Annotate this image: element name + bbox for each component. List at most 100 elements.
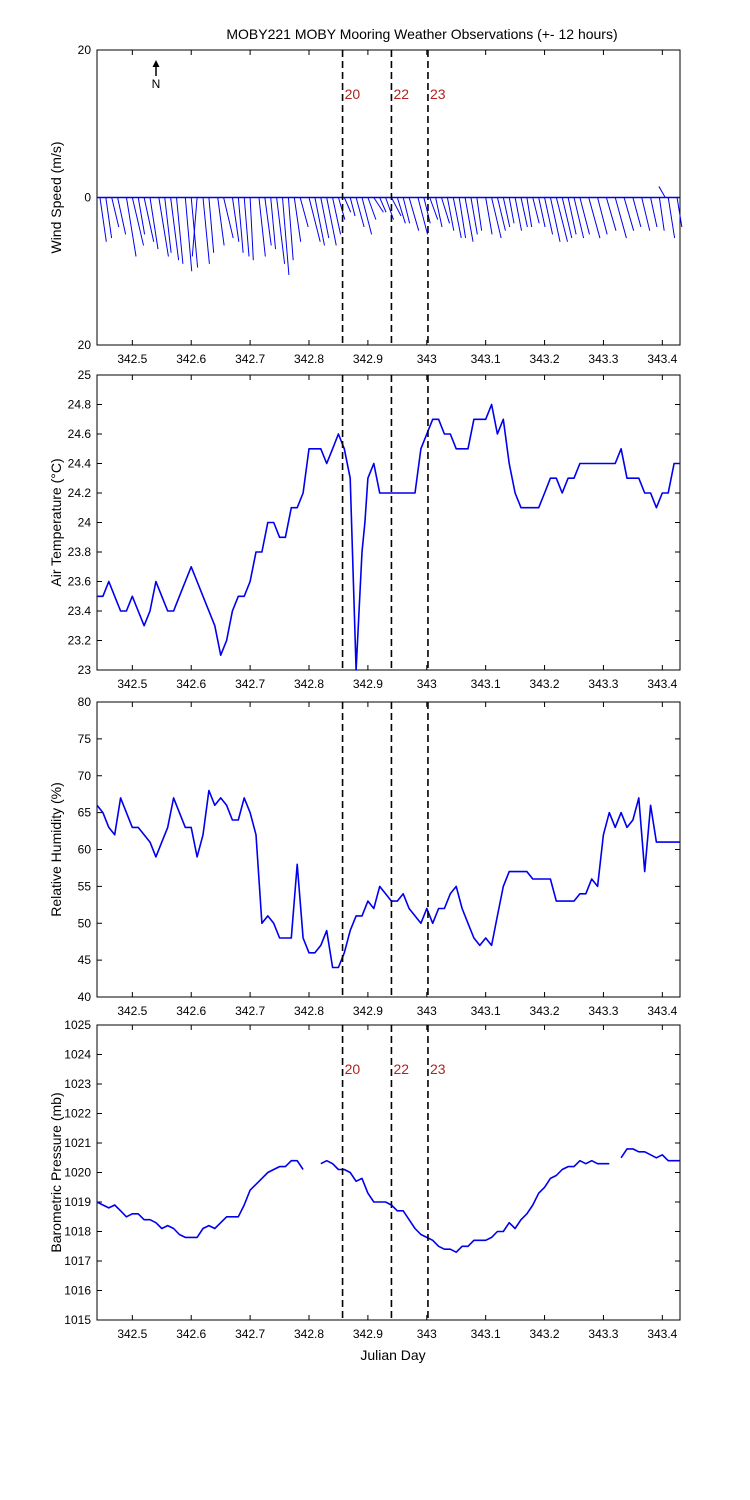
x-tick-label: 342.9 [353,1004,383,1018]
x-tick-label: 343.2 [530,677,560,691]
y-tick-label: 1016 [64,1284,91,1298]
x-tick-label: 342.9 [353,677,383,691]
wind-vector [614,197,627,239]
wind-vector [249,197,254,261]
y-tick-label: 1023 [64,1077,91,1091]
wind-vector [458,197,467,239]
x-tick-label: 343.1 [471,1004,501,1018]
wind-vector [561,197,573,239]
x-tick-label: 342.9 [353,352,383,366]
y-tick-label: 40 [78,990,92,1004]
y-tick-label: 23 [78,663,92,677]
x-tick-label: 343.2 [530,352,560,366]
y-tick-label: 1025 [64,1018,91,1032]
wind-vector [184,197,193,272]
wind-vector [435,197,443,228]
y-tick-label: 1017 [64,1254,91,1268]
event-marker-label: 20 [345,1061,361,1077]
wind-vector [125,197,137,257]
y-tick-label: 20 [78,338,92,352]
wind-vector [237,197,244,253]
wind-vector [99,197,107,242]
wind-vector [452,197,462,239]
x-tick-label: 343.4 [647,1004,677,1018]
wind-vector [149,197,159,250]
wind-vector [538,197,546,228]
wind-vector [385,197,395,220]
y-axis-label: Air Temperature (°C) [48,458,64,586]
y-tick-label: 24.6 [68,427,92,441]
north-arrow-icon [152,60,160,67]
wind-vector [544,197,554,235]
wind-vector [349,197,356,217]
event-marker-label: 23 [430,86,446,102]
x-tick-label: 342.6 [176,677,206,691]
y-tick-label: 1024 [64,1048,91,1062]
data-series-line [96,1159,304,1239]
plot-frame [96,374,681,671]
x-tick-label: 343.3 [588,352,618,366]
wind-vector [658,197,665,231]
y-axis-label: Relative Humidity (%) [48,782,64,917]
wind-vector [532,197,540,224]
x-tick-label: 343 [417,1004,437,1018]
y-tick-label: 23.6 [68,575,92,589]
y-tick-label: 20 [78,43,92,57]
wind-vector [464,197,474,242]
wind-vector [491,197,502,239]
x-tick-label: 343.4 [647,352,677,366]
wind-vector [650,197,658,228]
wind-vector [379,197,387,213]
wind-vector [105,197,113,239]
wind-vector [520,197,528,228]
wind-vector [632,197,642,228]
wind-vector [588,197,601,239]
wind-vector [396,197,406,224]
wind-vector [417,197,429,235]
data-series-line [97,403,680,671]
wind-vector [343,197,352,213]
x-tick-label: 342.5 [117,1327,147,1341]
y-tick-label: 70 [78,769,92,783]
y-tick-label: 1019 [64,1195,91,1209]
x-tick-label: 343.1 [471,677,501,691]
y-tick-label: 60 [78,843,92,857]
x-tick-label: 343.3 [588,677,618,691]
wind-vector [320,197,330,239]
x-tick-label: 342.5 [117,352,147,366]
event-marker-label: 20 [345,86,361,102]
wind-vector [287,197,294,261]
wind-vector [441,197,450,224]
chart-panel-3: 342.5 342.6 342.7 342.8 342.9 343 343.1 343.2 34… [48,695,681,1018]
wind-vector [164,197,172,253]
wind-vector [402,197,411,224]
event-marker-label: 22 [393,86,409,102]
event-marker-label: 22 [393,1061,409,1077]
y-tick-label: 1018 [64,1225,91,1239]
y-tick-label: 80 [78,695,92,709]
data-series-line [620,1148,680,1162]
wind-vector [111,197,120,228]
chart-panel-2: 342.5 342.6 342.7 342.8 342.9 343 343.1 343.2 34… [48,368,681,691]
wind-vector [231,197,240,242]
wind-vector [191,197,198,257]
wind-vector [361,197,373,235]
wind-vector [355,197,365,228]
wind-vector [470,197,478,235]
x-tick-label: 342.9 [353,1327,383,1341]
x-tick-label: 343.3 [588,1004,618,1018]
y-tick-label: 50 [78,916,92,930]
y-axis-label: Wind Speed (m/s) [48,141,64,253]
wind-vector [485,197,493,235]
wind-vector [293,197,302,242]
y-tick-label: 24 [78,516,92,530]
plot-frame [96,1024,681,1321]
x-tick-label: 342.8 [294,1004,324,1018]
chart-panel-1: 342.5 342.6 342.7 342.8 342.9 343 343.1 343.2 34… [48,43,683,366]
wind-vector [176,197,184,264]
wind-vector [658,186,666,198]
wind-vector [408,197,420,231]
x-axis-label: Julian Day [360,1347,425,1363]
wind-vector [555,197,569,242]
wind-vector [496,197,506,231]
